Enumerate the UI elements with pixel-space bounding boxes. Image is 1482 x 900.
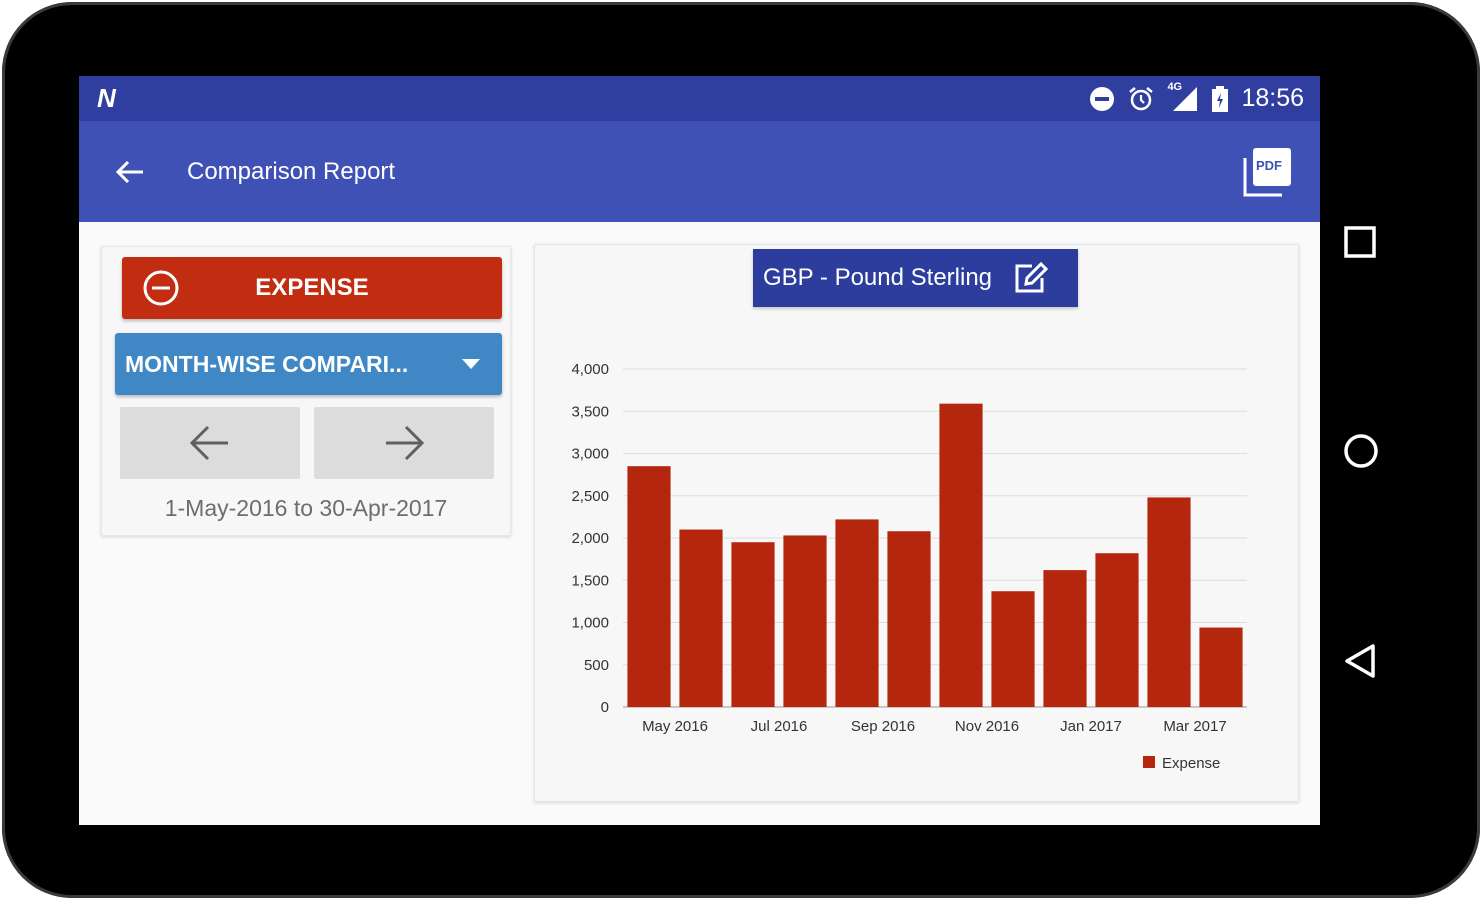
edit-icon	[1015, 262, 1049, 293]
expense-bar-chart: 0 500 1,000 1,500 2,000 2,500 3,000 3,500 4,000 M…	[571, 361, 1247, 772]
bar-jun-2016	[679, 529, 723, 707]
notification-n-icon: N	[97, 83, 116, 113]
status-icons: 4G 18:56	[1089, 81, 1304, 113]
bar-dec-2016	[991, 591, 1035, 707]
currency-selector-button[interactable]: GBP - Pound Sterling	[753, 249, 1078, 307]
expense-button-label: EXPENSE	[255, 274, 369, 301]
dropdown-caret-icon	[462, 359, 480, 369]
back-arrow-icon[interactable]	[113, 155, 147, 189]
status-bar: N 4G 18:56	[79, 76, 1320, 121]
controls-card: EXPENSE MONTH-WISE COMPARI... 1-May-2016…	[101, 246, 511, 536]
y-tick-label: 3,500	[571, 403, 609, 420]
x-tick-label: Mar 2017	[1163, 718, 1226, 735]
page-title: Comparison Report	[187, 157, 396, 185]
y-tick-label: 3,000	[571, 446, 609, 463]
bar-may-2016	[627, 466, 671, 707]
y-tick-label: 1,000	[571, 615, 609, 632]
bar-oct-2016	[887, 531, 931, 707]
x-tick-label: Jan 2017	[1060, 718, 1122, 735]
bar-feb-2017	[1095, 553, 1139, 707]
legend-swatch	[1143, 756, 1155, 768]
y-tick-label: 500	[584, 657, 609, 674]
comparison-type-dropdown[interactable]: MONTH-WISE COMPARI...	[115, 333, 502, 395]
currency-label: GBP - Pound Sterling	[763, 264, 993, 291]
system-nav-bar	[1320, 76, 1405, 825]
previous-period-button[interactable]	[120, 407, 300, 479]
bar-mar-2017	[1147, 497, 1191, 707]
pdf-icon	[1243, 147, 1291, 196]
bar-sep-2016	[835, 519, 879, 707]
arrow-left-icon	[189, 425, 228, 461]
minus-circle-icon	[143, 270, 179, 306]
pdf-icon-label: PDF	[1256, 157, 1282, 173]
overview-square-icon[interactable]	[1342, 224, 1378, 260]
status-time: 18:56	[1241, 84, 1304, 112]
y-tick-label: 2,500	[571, 488, 609, 505]
export-pdf-button[interactable]: PDF	[1242, 146, 1294, 198]
date-range-text: 1-May-2016 to 30-Apr-2017	[164, 495, 448, 521]
signal-icon: 4G	[1167, 81, 1199, 113]
expense-button[interactable]: EXPENSE	[122, 257, 502, 319]
chart-card: GBP - Pound Sterling 0 500 1,000 1,500 2,000…	[534, 244, 1299, 802]
app-bar: Comparison Report PDF	[79, 121, 1320, 222]
home-circle-icon[interactable]	[1342, 432, 1380, 470]
arrow-right-icon	[386, 425, 425, 461]
y-tick-label: 0	[601, 699, 609, 716]
bar-jul-2016	[731, 542, 775, 707]
battery-icon	[1212, 85, 1229, 112]
dnd-icon	[1090, 86, 1115, 111]
app-screen: N 4G 18:56 Comparison Report	[79, 76, 1320, 825]
y-tick-label: 1,500	[571, 572, 609, 589]
x-tick-label: May 2016	[642, 718, 708, 735]
bar-apr-2017	[1199, 627, 1243, 707]
x-tick-label: Sep 2016	[851, 718, 915, 735]
back-triangle-icon[interactable]	[1342, 642, 1378, 680]
network-type: 4G	[1167, 80, 1183, 93]
x-tick-label: Nov 2016	[955, 718, 1019, 735]
legend-label: Expense	[1162, 755, 1220, 772]
bar-aug-2016	[783, 535, 827, 707]
y-tick-label: 4,000	[571, 361, 609, 378]
alarm-icon	[1129, 86, 1154, 110]
x-tick-label: Jul 2016	[751, 718, 808, 735]
bar-nov-2016	[939, 403, 983, 707]
bar-jan-2017	[1043, 570, 1087, 707]
next-period-button[interactable]	[314, 407, 494, 479]
dropdown-selected-value: MONTH-WISE COMPARI...	[125, 350, 409, 377]
y-tick-label: 2,000	[571, 530, 609, 547]
